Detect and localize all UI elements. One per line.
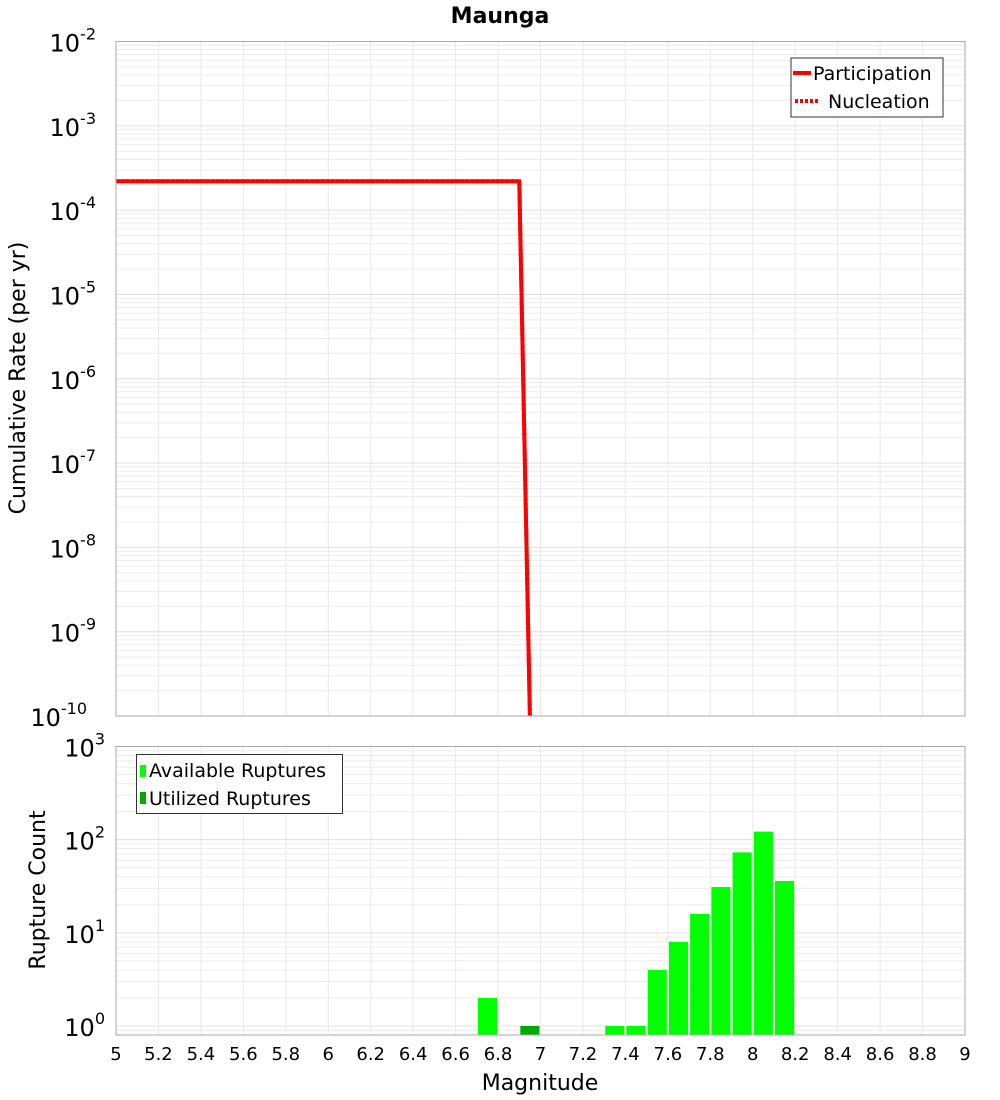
bar-available-ruptures bbox=[647, 969, 667, 1035]
bottom-legend: Available Ruptures Utilized Ruptures bbox=[136, 754, 343, 814]
bar-available-ruptures bbox=[732, 852, 752, 1035]
x-tick-label: 7.8 bbox=[696, 1044, 725, 1065]
legend-swatch-available bbox=[140, 765, 146, 777]
x-tick-label: 5.4 bbox=[187, 1044, 216, 1065]
bar-utilized-ruptures bbox=[520, 1025, 540, 1035]
x-tick-label: 8.4 bbox=[823, 1044, 852, 1065]
x-tick-label: 5 bbox=[110, 1044, 121, 1065]
x-tick-label: 6.6 bbox=[441, 1044, 470, 1065]
x-tick-label: 5.8 bbox=[271, 1044, 300, 1065]
bottom-y-axis-label: Rupture Count bbox=[26, 810, 51, 970]
y-tick-label: 10-8 bbox=[50, 530, 97, 563]
y-tick-label: 10-6 bbox=[50, 362, 97, 395]
bar-available-ruptures bbox=[605, 1025, 625, 1035]
x-tick-label: 5.6 bbox=[229, 1044, 258, 1065]
x-tick-label: 8.2 bbox=[781, 1044, 810, 1065]
x-tick-label: 8.6 bbox=[866, 1044, 895, 1065]
bar-available-ruptures bbox=[775, 880, 795, 1035]
legend-label-participation: Participation bbox=[813, 63, 932, 85]
x-tick-label: 7 bbox=[535, 1044, 546, 1065]
y-tick-label: 10-5 bbox=[50, 277, 97, 310]
x-tick-label: 7.4 bbox=[611, 1044, 640, 1065]
x-tick-label: 7.6 bbox=[654, 1044, 683, 1065]
bar-available-ruptures bbox=[626, 1025, 646, 1035]
y-tick-label: 102 bbox=[64, 823, 105, 856]
y-tick-label: 103 bbox=[64, 730, 105, 763]
chart-title: Maunga bbox=[451, 4, 550, 29]
x-axis-label: Magnitude bbox=[482, 1071, 599, 1096]
legend-label-nucleation: Nucleation bbox=[828, 91, 930, 113]
legend-label-utilized: Utilized Ruptures bbox=[149, 788, 311, 810]
x-tick-label: 6.2 bbox=[356, 1044, 385, 1065]
bar-available-ruptures bbox=[711, 887, 731, 1035]
bottom-plot-frame bbox=[115, 746, 966, 1036]
y-tick-label: 10-4 bbox=[50, 193, 97, 226]
y-tick-label: 10-7 bbox=[50, 446, 97, 479]
bar-available-ruptures bbox=[753, 831, 773, 1035]
legend-swatch-utilized bbox=[140, 792, 146, 804]
x-tick-label: 5.2 bbox=[144, 1044, 173, 1065]
x-tick-label: 9 bbox=[959, 1044, 970, 1065]
x-tick-label: 6.4 bbox=[399, 1044, 428, 1065]
x-tick-label: 6.8 bbox=[484, 1044, 513, 1065]
y-tick-label: 10-3 bbox=[50, 109, 97, 142]
bar-available-ruptures bbox=[477, 997, 497, 1035]
top-plot-frame bbox=[115, 41, 966, 717]
y-tick-label: 100 bbox=[64, 1009, 105, 1042]
y-tick-label: 10-9 bbox=[50, 615, 97, 648]
top-y-axis-label: Cumulative Rate (per yr) bbox=[6, 242, 31, 515]
bar-available-ruptures bbox=[668, 941, 689, 1035]
legend-label-available: Available Ruptures bbox=[149, 760, 326, 782]
y-tick-label: 101 bbox=[64, 916, 105, 949]
x-tick-label: 8 bbox=[747, 1044, 758, 1065]
series-line-participation bbox=[116, 179, 532, 716]
y-tick-label: 10-2 bbox=[50, 25, 97, 58]
top-legend: Participation Nucleation bbox=[790, 57, 944, 118]
x-tick-label: 8.8 bbox=[908, 1044, 937, 1065]
x-tick-label: 7.2 bbox=[569, 1044, 598, 1065]
y-tick-label: 10-10 bbox=[30, 699, 87, 732]
bar-available-ruptures bbox=[690, 913, 710, 1035]
x-tick-label: 6 bbox=[323, 1044, 334, 1065]
